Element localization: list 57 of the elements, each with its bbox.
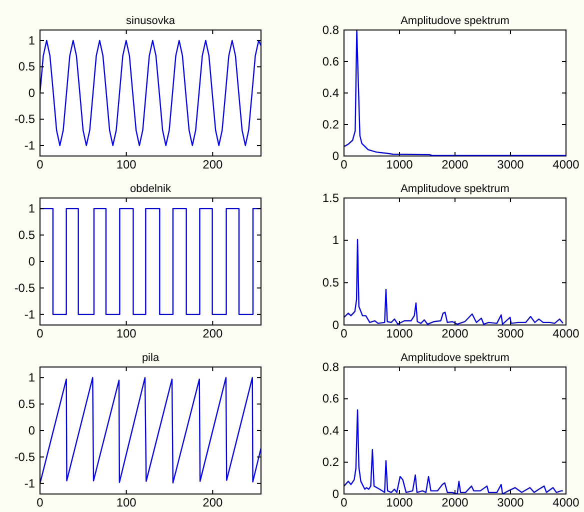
y-tick-label: 0.8 (322, 22, 340, 37)
y-tick-label: 0.4 (322, 86, 340, 100)
x-tick-label: 200 (202, 158, 223, 172)
y-tick-label: 0.2 (322, 117, 340, 132)
chart-title: Amplitudove spektrum (400, 183, 510, 195)
y-tick-label: 0.8 (322, 360, 340, 374)
y-tick-label: 0.6 (322, 54, 340, 68)
x-tick-label: 4000 (552, 326, 580, 341)
y-tick-label: 0 (332, 318, 340, 332)
x-tick-label: 3000 (497, 158, 524, 172)
y-tick-label: -1 (24, 307, 36, 322)
y-tick-label: 1 (28, 33, 36, 48)
line-series (344, 409, 564, 494)
y-tick-label: 0.6 (322, 392, 340, 406)
x-tick-label: 200 (202, 326, 223, 341)
line-series (40, 376, 261, 484)
x-tick-label: 100 (116, 158, 137, 172)
x-tick-label: 4000 (552, 496, 580, 510)
y-tick-label: 1 (28, 201, 36, 216)
y-tick-label: 1 (28, 370, 36, 384)
x-tick-label: 3000 (497, 326, 524, 341)
x-tick-label: 3000 (497, 496, 524, 510)
y-tick-label: 0 (28, 254, 36, 268)
y-tick-label: -1 (24, 476, 36, 490)
chart-title: obdelnik (130, 183, 172, 195)
y-tick-label: 0 (332, 486, 340, 501)
x-tick-label: 2000 (442, 158, 469, 172)
chart-title: Amplitudove spektrum (400, 352, 510, 364)
y-tick-label: 1.5 (322, 190, 340, 205)
line-series (40, 40, 261, 146)
y-tick-label: -0.5 (14, 280, 36, 295)
y-tick-label: 0.4 (322, 423, 340, 438)
y-tick-label: 0.5 (322, 276, 340, 290)
y-tick-label: 0 (28, 423, 36, 438)
y-tick-label: 0 (28, 86, 36, 100)
x-tick-label: 2000 (442, 496, 469, 510)
x-tick-label: 4000 (552, 158, 580, 172)
y-tick-label: 0.2 (322, 455, 340, 470)
y-tick-label: 0.5 (18, 228, 36, 242)
y-tick-label: 0.5 (18, 396, 36, 411)
x-tick-label: 100 (116, 496, 137, 510)
y-tick-label: 0.5 (18, 60, 36, 74)
y-tick-label: 0 (332, 148, 340, 163)
x-tick-label: 200 (202, 496, 223, 510)
x-tick-label: 1000 (386, 158, 414, 172)
chart-title: pila (142, 352, 160, 364)
y-tick-label: 1 (332, 233, 340, 248)
x-tick-label: 1000 (386, 496, 414, 510)
y-tick-label: -0.5 (14, 450, 36, 464)
x-tick-label: 2000 (442, 326, 469, 341)
y-tick-label: -1 (24, 138, 36, 152)
line-series (344, 238, 564, 325)
x-tick-label: 1000 (386, 326, 414, 341)
chart-title: sinusovka (126, 15, 176, 27)
y-tick-label: -0.5 (14, 112, 36, 126)
x-tick-label: 100 (116, 326, 137, 341)
chart-title: Amplitudove spektrum (400, 15, 510, 27)
